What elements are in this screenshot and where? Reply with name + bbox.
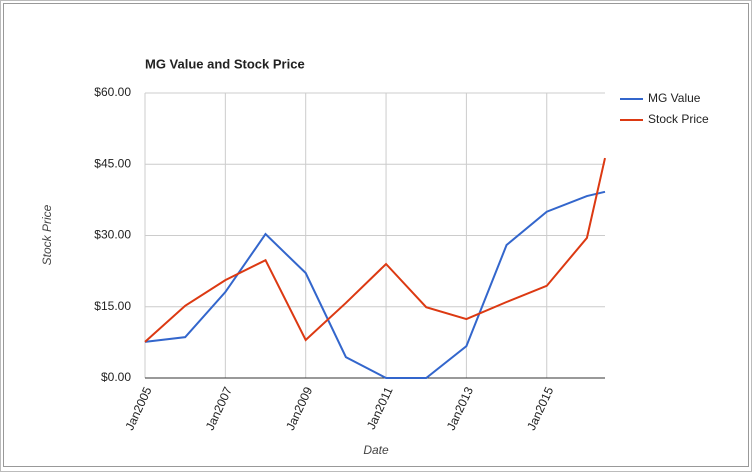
y-tick-label: $0.00 [101,370,131,384]
legend-label: Stock Price [648,112,709,126]
legend-label: MG Value [648,91,701,105]
y-tick-label: $60.00 [94,85,131,99]
y-tick-label: $45.00 [94,156,131,170]
x-axis-label: Date [363,443,389,457]
y-tick-label: $30.00 [94,228,131,242]
series-line [144,157,606,343]
chart-title: MG Value and Stock Price [145,56,305,71]
y-tick-label: $15.00 [94,299,131,313]
y-axis-label: Stock Price [40,204,54,265]
series-line [144,190,606,379]
